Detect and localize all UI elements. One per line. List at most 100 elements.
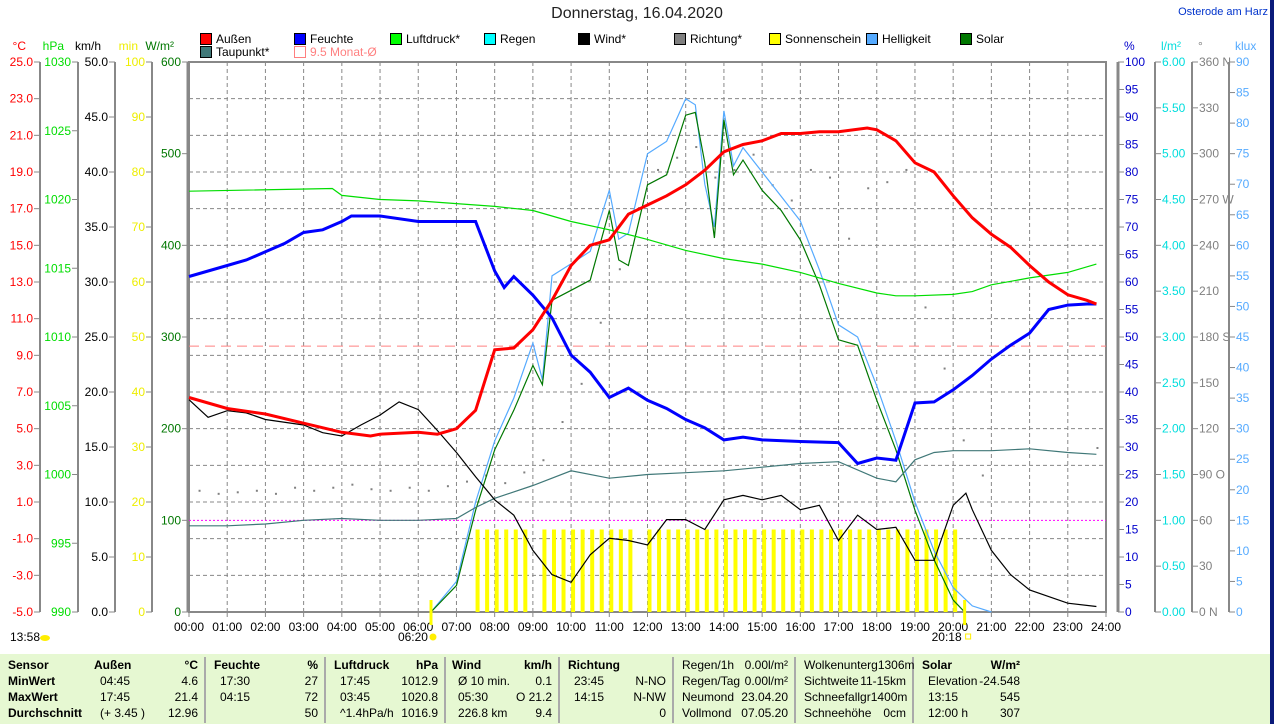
axis-tick-label-sun: 10 [132,550,146,564]
axis-tick-label-lux: 55 [1236,269,1250,283]
legend-item: Wind* [578,32,626,46]
sunshine-bar [924,529,929,612]
x-tick-label: 16:00 [785,620,815,634]
axis-tick-label-press: 1030 [44,55,71,69]
sunshine-bar [647,529,652,612]
stats-cell: 12.96 [167,706,198,720]
stats-cell: Vollmond [682,706,732,720]
sunshine-bar [618,529,623,612]
axis-tick-label-lux: 70 [1236,177,1250,191]
x-tick-label: 04:00 [327,620,357,634]
x-tick-label: 21:00 [976,620,1006,634]
axis-tick-label-hum: 20 [1125,495,1139,509]
stats-cell: Schneehöhe [804,706,872,720]
axis-tick-label-sun: 60 [132,275,146,289]
stats-row: Luftdruck hPa [334,657,438,673]
sunshine-bar [781,529,786,612]
axis-tick-label-lux: 35 [1236,391,1250,405]
axis-tick-label-wind: 35.0 [85,220,109,234]
direction-point [924,306,927,309]
sunshine-bar [905,529,910,612]
axis-tick-label-hum: 90 [1125,110,1139,124]
stats-cell: 07.05.20 [741,706,788,720]
legend-swatch [484,33,496,45]
direction-point [809,168,812,171]
axis-tick-label-rain: 3.50 [1162,284,1186,298]
stats-row: 17:45 1012.9 [334,673,438,689]
axis-tick-label-lux: 90 [1236,55,1250,69]
sunshine-bar [704,529,709,612]
axis-tick-label-hum: 100 [1125,55,1145,69]
stats-row: Regen/1h 0.00l/m² [682,657,788,673]
stats-cell: Wind [452,658,482,672]
axis-tick-label-lux: 60 [1236,238,1250,252]
direction-point [313,489,316,492]
stats-regen: Regen/1h 0.00l/m² Regen/Tag 0.00l/m² Neumond… [676,657,796,723]
x-tick-label: 05:00 [365,620,395,634]
legend-label: Wind* [594,32,627,46]
stats-cell: 0 [659,706,666,720]
direction-point [848,237,851,240]
axis-tick-label-sun: 30 [132,440,146,454]
stats-row: Sichtweite 11-15km [804,673,906,689]
legend-item: Richtung* [674,32,742,46]
stats-cell: 1400m [870,690,908,704]
stats-cell: Sichtweite [804,674,859,688]
stats-cell: 13:15 [928,690,959,704]
legend-label: Feuchte [310,32,354,46]
x-tick-label: 15:00 [747,620,777,634]
stats-cell: 23:45 [574,674,605,688]
stats-cell: 0.00l/m² [744,658,788,672]
window-border [1270,0,1274,724]
stats-cell: hPa [415,658,438,672]
sunshine-bar [551,529,556,612]
stats-row: Wolkenunterg 1306m [804,657,915,673]
axis-tick-label-press: 990 [51,605,71,619]
stats-cell: 21.4 [174,690,198,704]
direction-point [676,156,679,159]
axis-tick-label-hum: 15 [1125,523,1139,537]
axis-tick-label-rain: 0.00 [1162,605,1186,619]
sunshine-bar [523,529,528,612]
stats-cell: 14:15 [574,690,605,704]
legend-item: Helligkeit [866,32,931,46]
sunshine-bar [666,529,671,612]
stats-cell: Außen [94,658,132,672]
stats-cell: Feuchte [214,658,261,672]
sunshine-bar [580,529,585,612]
x-tick-label: 18:00 [862,620,892,634]
axis-tick-label-sun: 40 [132,385,146,399]
direction-point [695,146,698,149]
stats-row: 03:45 1020.8 [334,689,438,705]
sunshine-bar [657,529,662,612]
axis-tick-label-sun: 80 [132,165,146,179]
legend-label: Luftdruck* [406,32,461,46]
legend-swatch [294,46,306,58]
axis-unit-temp: °C [13,39,27,53]
axis-unit-dir: ° [1198,39,1203,53]
sunshine-bar [819,529,824,612]
x-tick-label: 07:00 [441,620,471,634]
series-luftdruck [188,187,1097,297]
stats-row: Außen °C [94,657,198,673]
x-tick-label: 12:00 [632,620,662,634]
stats-luftdruck: Luftdruck hPa 17:45 1012.9 03:45 1020.8 ^1.4hP… [328,657,446,723]
stats-cell: 03:45 [340,690,371,704]
axis-tick-label-hum: 0 [1125,605,1132,619]
sunshine-bar [848,529,853,612]
direction-point [198,489,201,492]
stats-cell: 307 [999,706,1020,720]
axis-tick-label-lux: 30 [1236,422,1250,436]
axis-tick-label-temp: 3.0 [16,458,33,472]
sunshine-bar [504,529,509,612]
sunshine-bar [790,529,795,612]
stats-row: 12:00 h 307 [922,705,1020,721]
axis-tick-label-temp: 23.0 [10,92,34,106]
axis-unit-press: hPa [43,39,65,53]
stats-row: Elevation -24.548 [922,673,1020,689]
sunshine-bar [914,529,919,612]
direction-point [466,480,469,483]
stats-row: Ø 10 min. 0.1 [452,673,552,689]
axis-tick-label-sun: 70 [132,220,146,234]
stats-cell: 1020.8 [401,690,438,704]
